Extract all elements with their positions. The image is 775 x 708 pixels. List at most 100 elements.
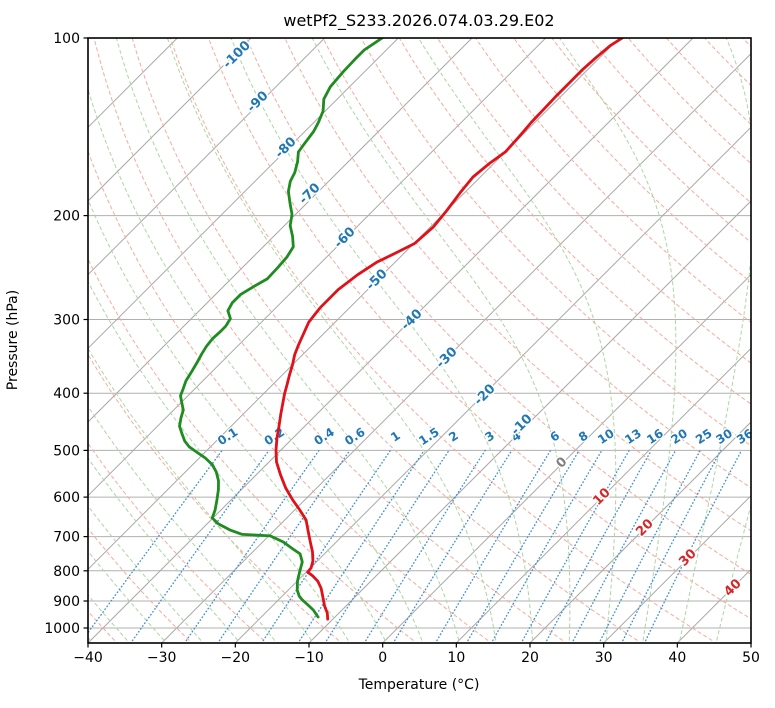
dry-adiabat-line [742,38,751,48]
mixing-ratio-line [546,449,652,642]
mixing-ratio-line [572,449,677,642]
dry-adiabat-line [246,38,751,576]
mixing-ratio-line [218,449,351,642]
isotherm-label: -20 [471,381,498,408]
y-axis-label: Pressure (hPa) [5,290,21,390]
isotherm-line [88,38,473,423]
x-tick-label: 20 [521,650,539,666]
dry-adiabat-line [666,38,751,126]
dry-adiabat-line [513,38,751,283]
isotherm-line [308,200,751,643]
mixing-ratio-label: 13 [622,426,644,447]
moist-adiabat-line [88,505,202,641]
mixing-ratio-line [262,449,392,642]
dry-adiabat-line [627,38,751,165]
dry-adiabat-line [93,38,564,641]
plot-border [87,37,752,644]
moist-adiabat-line [418,38,617,641]
dry-adiabat-line [208,38,751,620]
y-tick-label: 300 [53,313,80,329]
mixing-ratio-line [394,449,513,642]
isotherm-label: -90 [244,88,271,115]
mixing-ratio-line [325,449,450,642]
x-tick-label: 10 [447,650,465,666]
mixing-ratio-label: 0.4 [311,425,336,448]
y-tick-label: 800 [53,564,80,580]
plot-lines-layer [88,38,751,643]
x-tick-label: −20 [221,650,251,666]
dry-adiabat-line [88,353,340,641]
y-tick-label: 900 [53,594,80,610]
x-tick-label: 0 [378,650,387,666]
isotherm-line [88,38,620,571]
mixing-ratio-label: 25 [693,426,715,447]
mixing-ratio-line [645,449,743,642]
moist-adiabat-line [716,503,751,641]
isotherm-line [88,38,399,350]
moist-adiabat-line [88,347,312,641]
mixing-ratio-label: 36 [734,426,756,447]
dry-adiabat-line [589,38,751,204]
moist-adiabat-line [88,457,239,641]
mixing-ratio-label: 2 [446,428,461,444]
y-tick-label: 100 [53,31,80,47]
isotherm-label: -70 [296,180,323,207]
x-tick-label: 30 [595,650,613,666]
mixing-ratio-line [185,449,320,642]
axes-layer: −40 −30 −20 −10 0 10 20 30 40 50 100 200 300 400 500 60… [44,31,760,666]
x-tick-label: −10 [294,650,324,666]
moist-adiabat-line [166,38,497,641]
isotherm-line [88,38,252,202]
mixing-ratio-label: 20 [668,426,690,447]
moist-adiabat-line [311,38,571,641]
isotherm-line [529,421,751,643]
y-tick-label: 400 [53,386,80,402]
mixing-ratio-label: 30 [713,426,735,447]
y-tick-label: 200 [53,209,80,225]
x-tick-label: 50 [742,650,760,666]
y-tick-label: 1000 [44,621,80,637]
sounding-curves-layer [178,38,624,621]
mixing-ratio-label: 0.2 [262,425,287,448]
isotherm-label: -40 [398,306,425,333]
mixing-ratio-label: 10 [595,426,617,447]
x-tick-label: −30 [147,650,177,666]
dewpoint-curve [178,38,384,619]
isotherm-line [603,494,751,643]
moist-adiabat-line [558,38,677,641]
x-tick-label: −40 [73,650,103,666]
mixing-ratio-label: 3 [482,428,497,444]
dry-adiabat-line [284,38,751,532]
mixing-ratio-line [88,449,223,634]
dry-adiabat-line [131,38,638,641]
mixing-ratio-line [599,449,701,642]
isotherm-line [88,38,694,643]
y-tick-label: 700 [53,530,80,546]
moist-adiabat-line [88,405,276,641]
isotherm-line [382,273,751,643]
temperature-curve [274,38,624,621]
dry-adiabat-line [551,38,751,244]
y-tick-label: 500 [53,443,80,459]
dry-adiabat-line [360,38,751,447]
moist-adiabat-line [88,550,165,641]
mixing-ratio-label: 0.1 [215,425,240,448]
x-axis-label: Temperature (°C) [358,677,480,693]
isotherm-line [234,126,751,643]
mixing-ratio-label: 1 [388,428,403,444]
mixing-ratio-label: 8 [576,428,591,444]
moist-adiabat-line [88,87,423,641]
chart-title: wetPf2_S233.2026.074.03.29.E02 [283,11,554,31]
mixing-ratio-label: 0.6 [342,425,367,448]
isotherm-line [455,347,751,643]
mixing-ratio-line [622,449,722,642]
dry-adiabat-line [436,38,751,364]
x-tick-label: 40 [668,650,686,666]
dry-adiabat-line [88,442,265,641]
dry-adiabat-line [169,38,713,641]
mixing-ratio-line [131,449,270,642]
isotherm-line [88,38,326,276]
moist-adiabat-line [679,38,751,641]
